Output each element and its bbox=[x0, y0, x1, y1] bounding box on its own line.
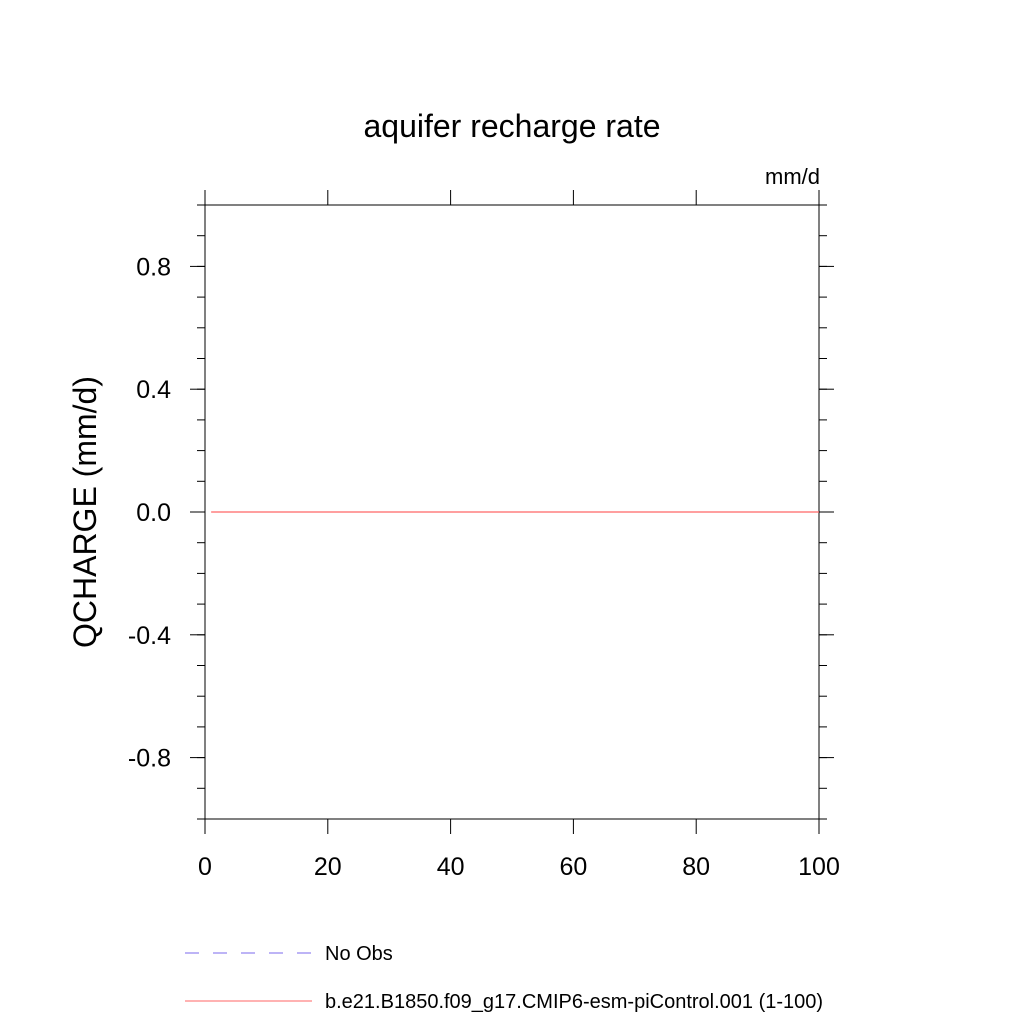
y-tick-label: 0.8 bbox=[136, 253, 171, 281]
x-tick-label: 80 bbox=[682, 853, 710, 881]
axis-ticks bbox=[190, 190, 834, 834]
legend-label-1: No Obs bbox=[325, 943, 393, 965]
y-tick-label: 0.4 bbox=[136, 376, 171, 404]
x-tick-label: 20 bbox=[314, 853, 342, 881]
y-axis-label: QCHARGE (mm/d) bbox=[67, 376, 103, 648]
axis-tick-labels: 0 20 40 60 80 100 0.8 0.4 0.0 -0.4 -0.8 bbox=[128, 253, 840, 881]
units-label: mm/d bbox=[765, 164, 820, 189]
chart-title: aquifer recharge rate bbox=[363, 108, 660, 144]
x-tick-label: 60 bbox=[559, 853, 587, 881]
x-tick-label: 40 bbox=[437, 853, 465, 881]
y-tick-label: -0.4 bbox=[128, 622, 171, 650]
x-tick-label: 0 bbox=[198, 853, 212, 881]
y-tick-label: 0.0 bbox=[136, 499, 171, 527]
y-tick-label: -0.8 bbox=[128, 745, 171, 773]
legend-label-2: b.e21.B1850.f09_g17.CMIP6-esm-piControl.… bbox=[325, 991, 823, 1013]
legend: No Obs b.e21.B1850.f09_g17.CMIP6-esm-piCo… bbox=[185, 943, 823, 1013]
x-tick-label: 100 bbox=[798, 853, 840, 881]
